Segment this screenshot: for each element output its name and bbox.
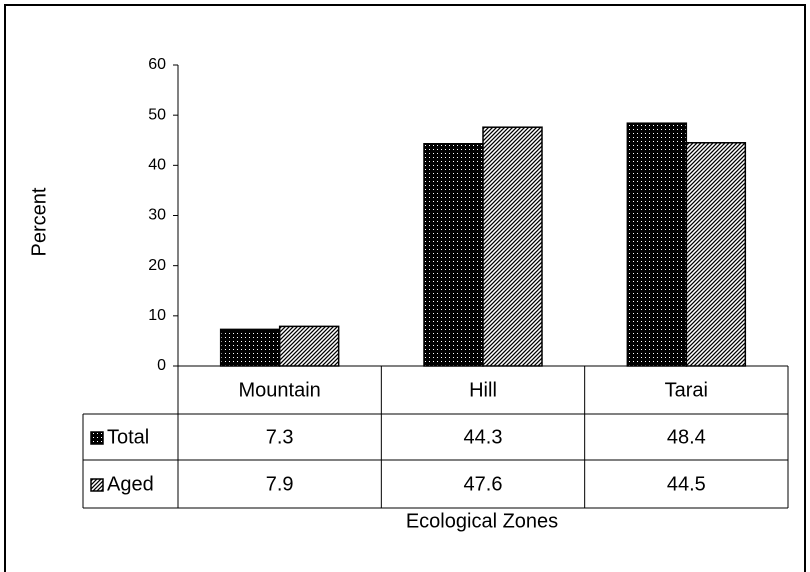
y-tick-label: 20	[148, 257, 166, 274]
x-tick-label: Mountain	[239, 379, 321, 401]
bar	[482, 126, 543, 367]
legend-key	[90, 431, 104, 445]
table-value: 7.9	[266, 473, 294, 495]
bar	[423, 143, 484, 367]
table-value: 44.5	[667, 473, 706, 495]
y-tick-label: 30	[148, 207, 166, 224]
table-value: 7.3	[266, 426, 294, 448]
table-value: 48.4	[667, 426, 706, 448]
frame	[4, 4, 806, 572]
x-tick-label: Tarai	[665, 379, 708, 401]
bar	[626, 122, 688, 367]
bar	[219, 328, 281, 367]
y-tick-label: 10	[148, 307, 166, 324]
y-tick-label: 60	[148, 56, 166, 73]
x-axis-title: Ecological Zones	[406, 510, 558, 532]
legend-key	[90, 478, 104, 492]
y-tick-label: 50	[148, 106, 166, 123]
bar	[685, 142, 747, 367]
y-tick-label: 0	[157, 357, 166, 374]
bar	[278, 325, 340, 367]
legend-label: Aged	[107, 473, 154, 495]
table-value: 44.3	[464, 426, 503, 448]
table-value: 47.6	[464, 473, 503, 495]
y-axis-title: Percent	[28, 187, 50, 256]
x-tick-label: Hill	[469, 379, 497, 401]
legend-label: Total	[107, 426, 149, 448]
y-tick-label: 40	[148, 157, 166, 174]
